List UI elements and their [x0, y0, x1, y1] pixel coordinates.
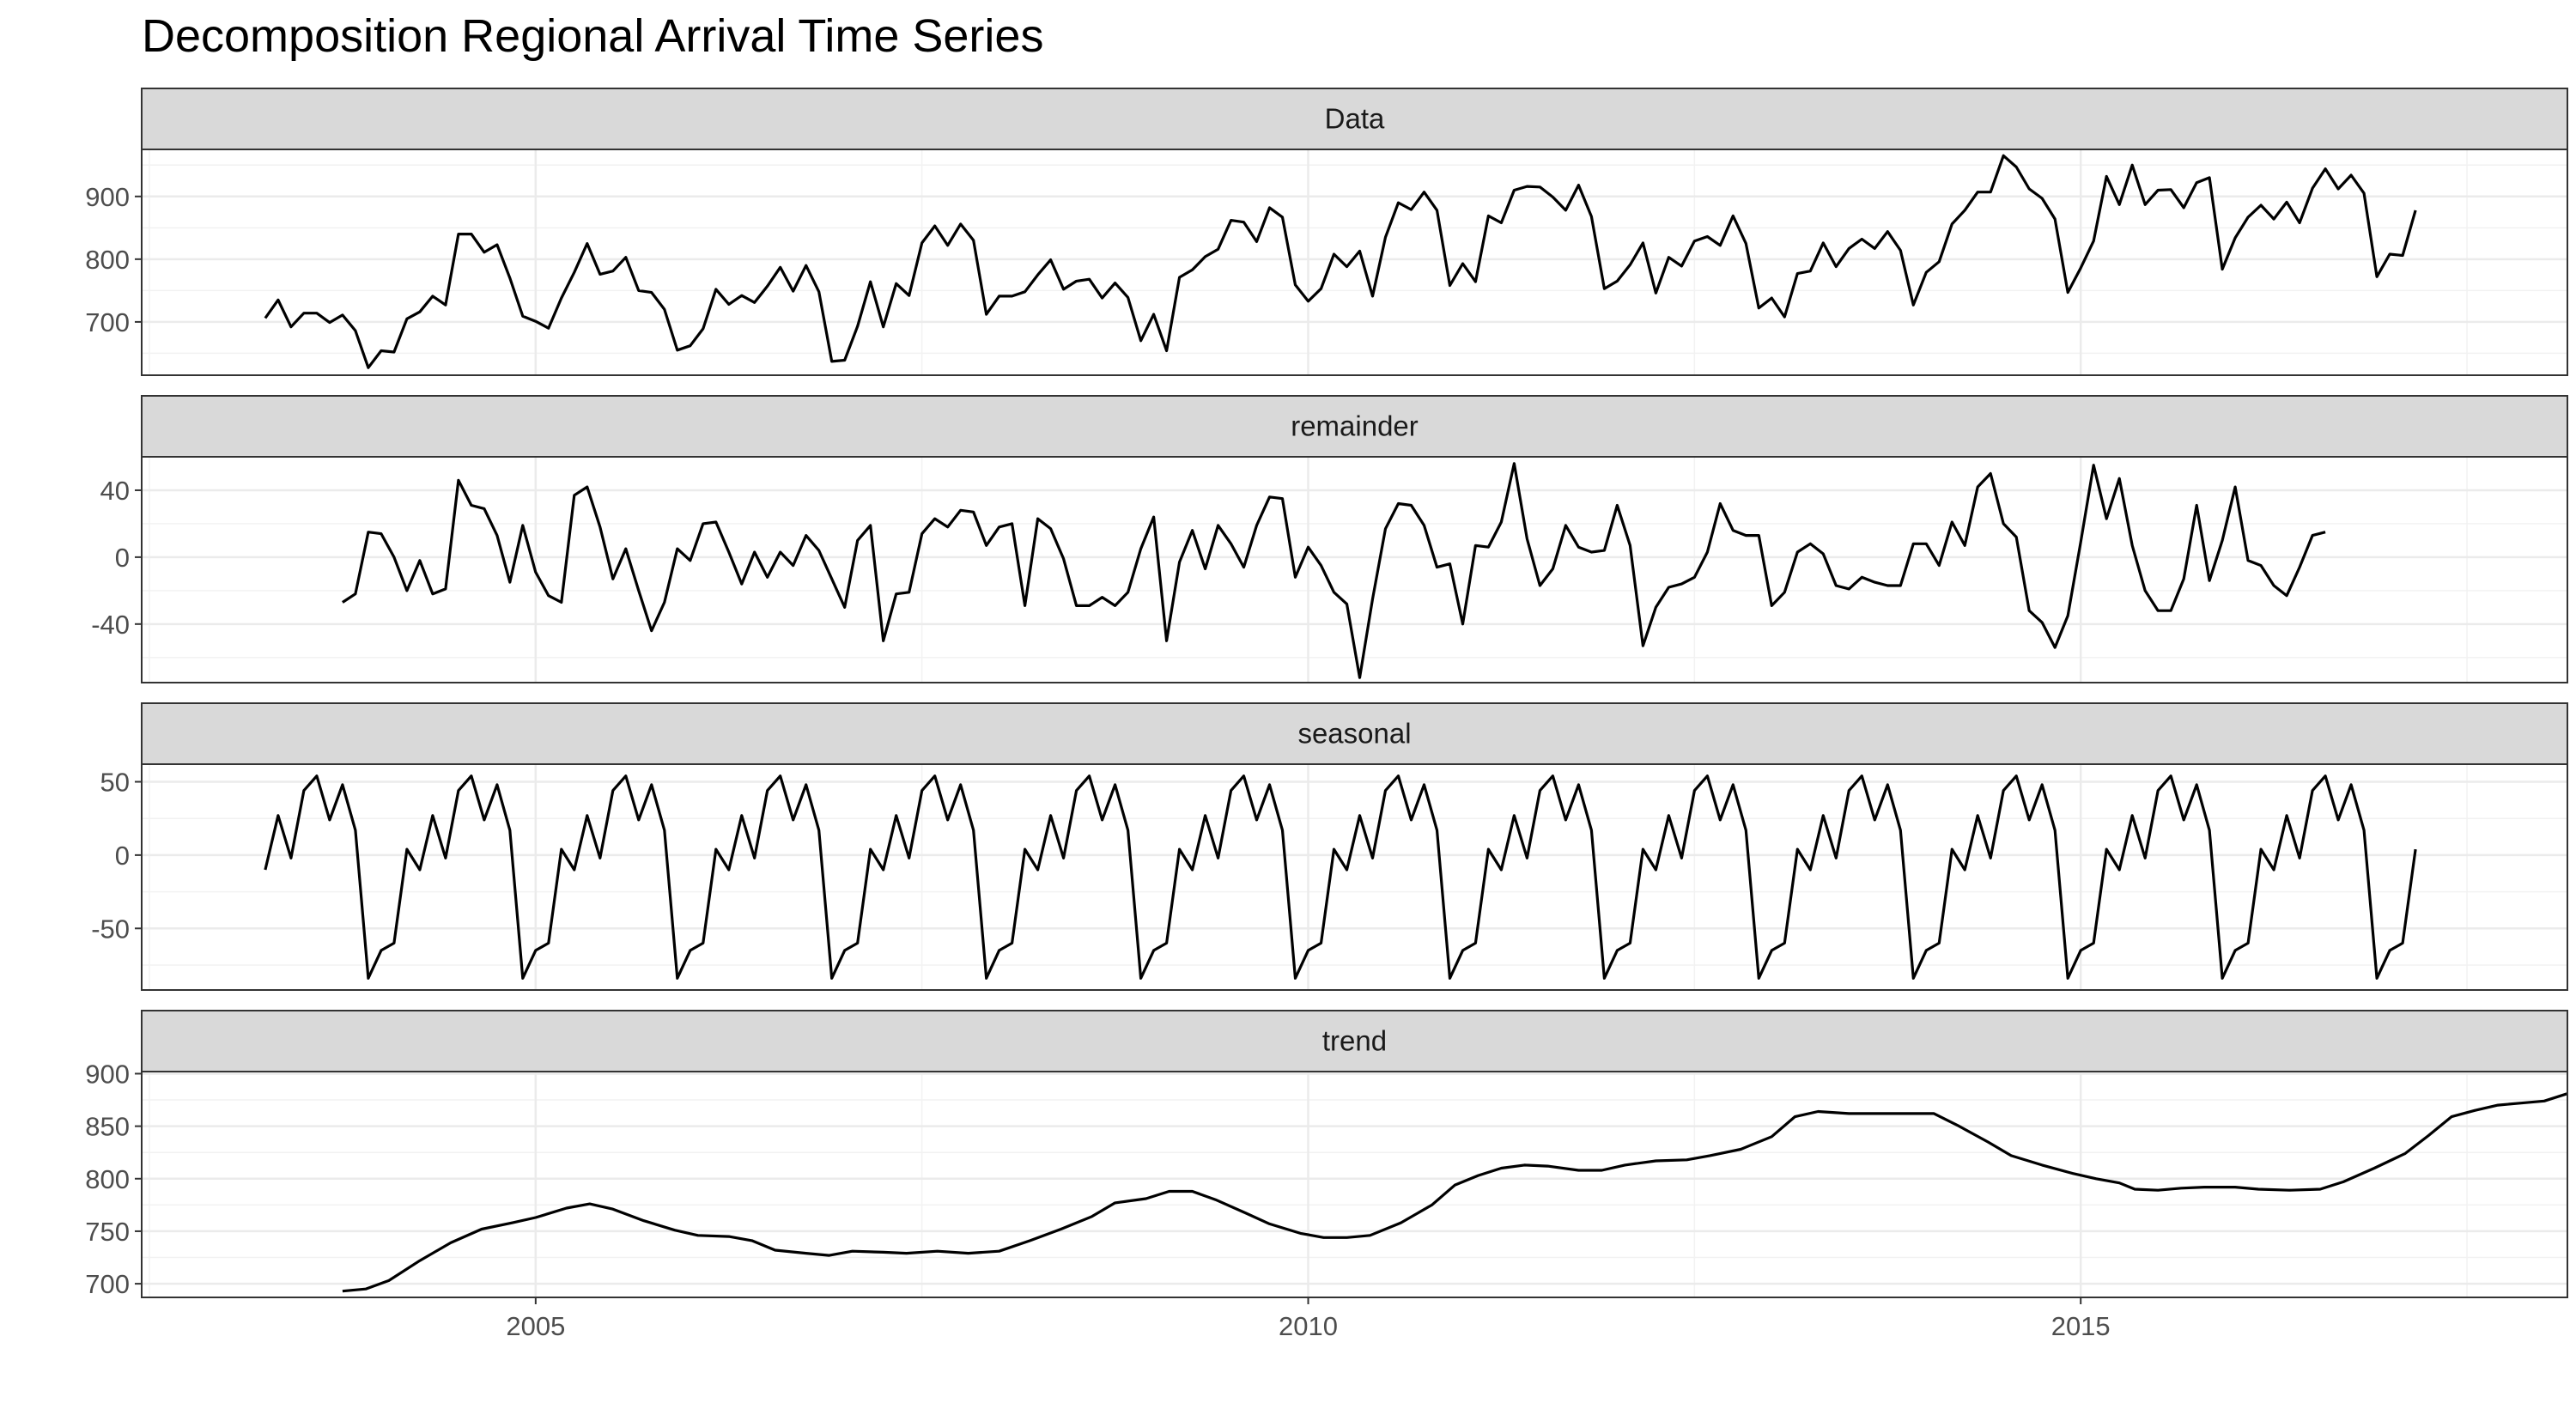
panel-border [141, 1071, 2568, 1298]
x-tick-label: 2010 [1279, 1311, 1338, 1341]
facet-trend: trend 700 750 800 850 900 [85, 1010, 2568, 1299]
series-line-remainder [342, 462, 2326, 679]
y-tick-label: 900 [85, 182, 130, 212]
facet-strip-label: Data [1325, 103, 1385, 135]
facet-strip-label: trend [1322, 1025, 1387, 1057]
panel-border [141, 763, 2568, 991]
y-tick-label: 50 [100, 767, 130, 797]
x-tick-label: 2015 [2051, 1311, 2111, 1341]
panel-border [141, 456, 2568, 683]
facet-strip [141, 702, 2568, 765]
facet-strip-label: seasonal [1297, 718, 1411, 750]
series-line-trend [342, 1092, 2568, 1293]
series-line-seasonal [264, 774, 2417, 980]
y-tick-label: 900 [85, 1059, 130, 1089]
facet-data: Data 700 800 900 [85, 88, 2568, 376]
y-tick-label: 0 [115, 543, 130, 573]
facet-strip-label: remainder [1291, 410, 1419, 442]
y-tick-label: -50 [91, 914, 130, 944]
y-tick-label: 40 [100, 476, 130, 506]
facet-seasonal: seasonal -50 0 50 [91, 702, 2568, 991]
y-tick-label: -40 [91, 610, 130, 640]
y-tick-label: 850 [85, 1112, 130, 1142]
facet-remainder: remainder -40 0 40 [91, 395, 2568, 683]
facet-strip [141, 88, 2568, 150]
y-tick-label: 700 [85, 307, 130, 337]
y-tick-label: 800 [85, 245, 130, 275]
y-tick-label: 800 [85, 1164, 130, 1194]
y-tick-label: 750 [85, 1217, 130, 1247]
y-tick-label: 700 [85, 1269, 130, 1299]
facet-strip [141, 395, 2568, 458]
chart-title: Decomposition Regional Arrival Time Seri… [142, 10, 1043, 62]
facet-panels: Data 700 800 900 remainder -40 0 40 seasonal -50 0… [85, 88, 2568, 1299]
series-line-data [264, 154, 2417, 369]
facet-strip [141, 1010, 2568, 1072]
x-axis: 2005 2010 2015 [506, 1297, 2111, 1341]
panel-border [141, 149, 2568, 376]
x-tick-label: 2005 [506, 1311, 565, 1341]
y-tick-label: 0 [115, 841, 130, 871]
